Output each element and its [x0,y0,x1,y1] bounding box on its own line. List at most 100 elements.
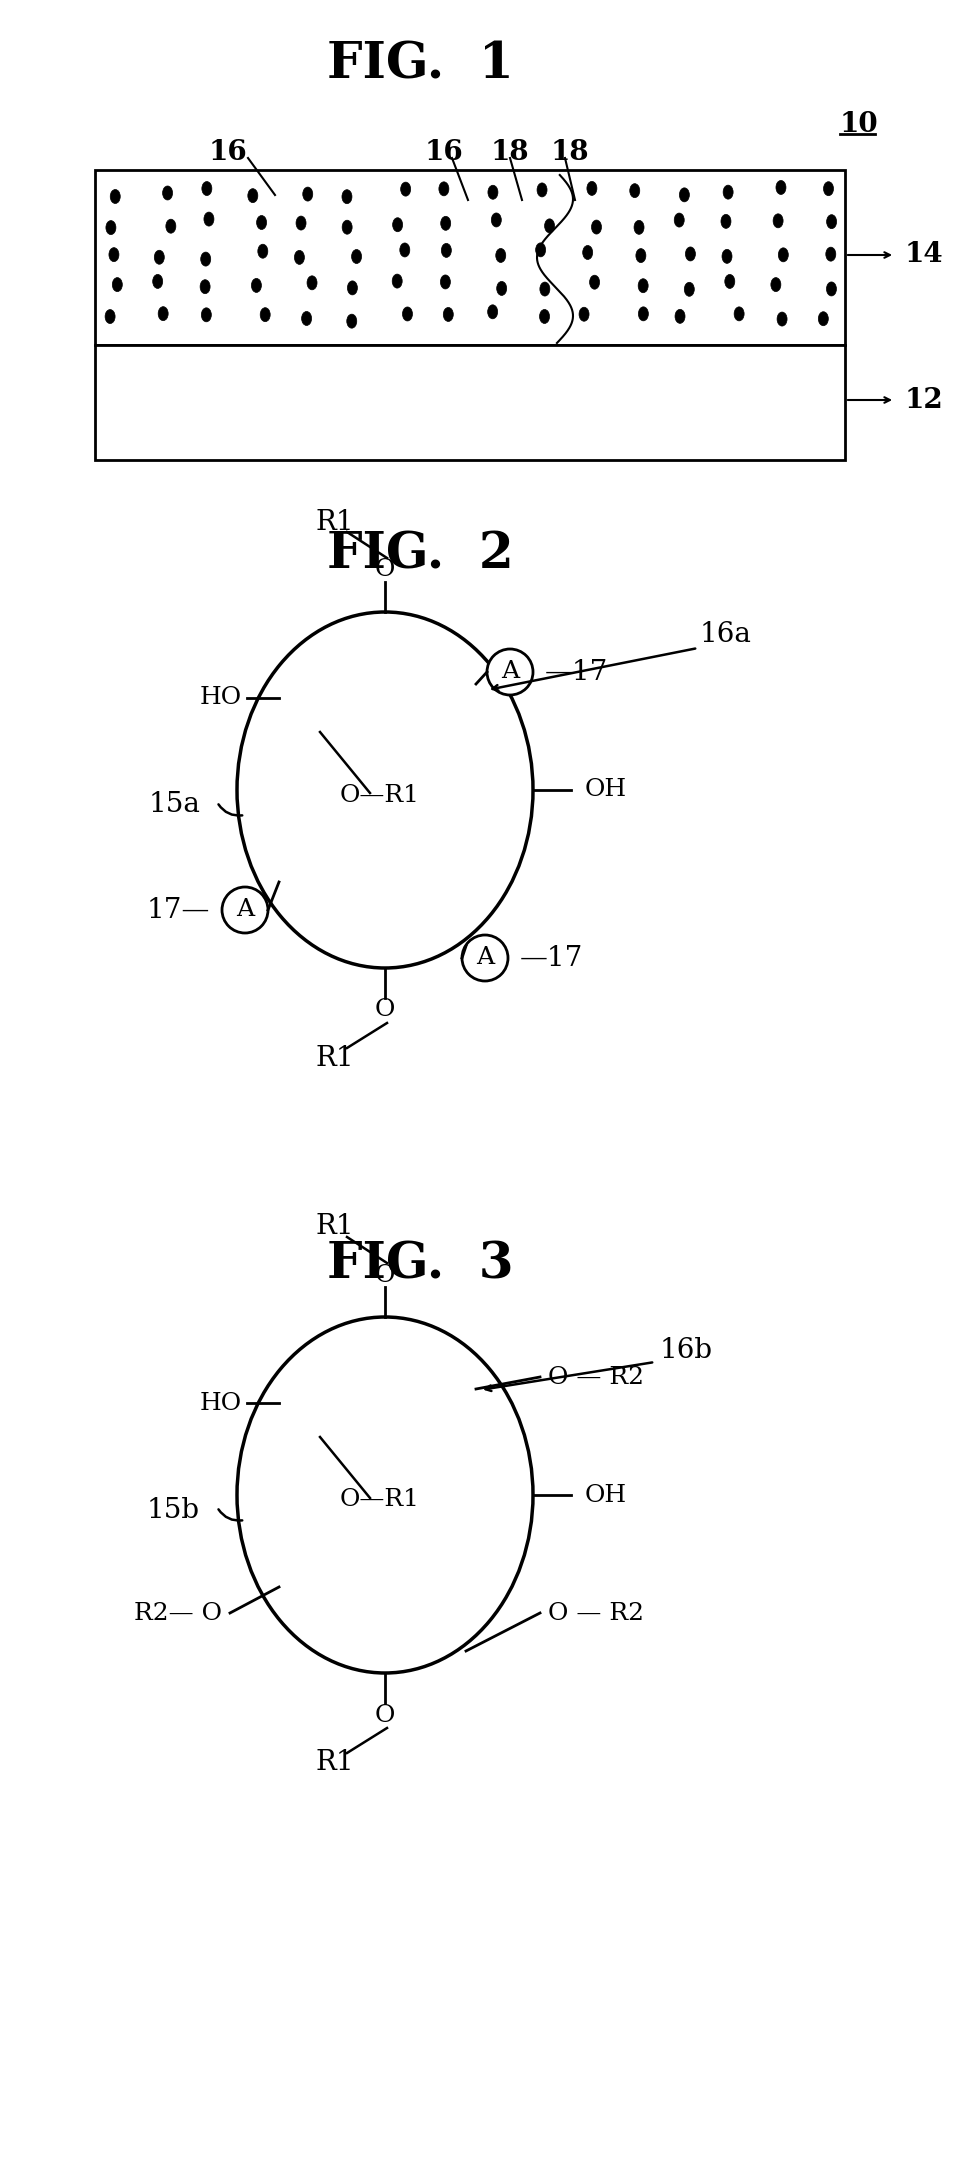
Ellipse shape [202,308,211,321]
Ellipse shape [778,247,788,262]
Ellipse shape [826,247,836,260]
Text: R1: R1 [316,1214,354,1240]
Ellipse shape [725,275,734,288]
Circle shape [222,887,268,932]
Ellipse shape [774,215,783,228]
Ellipse shape [488,184,498,199]
Text: O: O [374,1264,395,1286]
Ellipse shape [302,312,311,325]
Ellipse shape [722,249,732,262]
Ellipse shape [308,275,317,291]
Ellipse shape [393,273,402,288]
Ellipse shape [260,308,270,321]
Ellipse shape [823,182,834,195]
Ellipse shape [258,245,267,258]
Ellipse shape [105,310,116,323]
Ellipse shape [201,251,211,267]
Text: HO: HO [200,1392,242,1414]
Text: FIG.  3: FIG. 3 [327,1240,514,1290]
Ellipse shape [638,308,648,321]
Ellipse shape [439,182,449,195]
Ellipse shape [777,312,787,325]
Text: 12: 12 [905,386,944,414]
Ellipse shape [294,249,305,264]
Text: O—R1: O—R1 [340,1489,420,1511]
Ellipse shape [296,217,306,230]
Ellipse shape [497,282,507,295]
Text: OH: OH [585,778,627,802]
Text: 14: 14 [905,241,944,269]
Ellipse shape [440,275,451,288]
Ellipse shape [674,212,684,228]
Text: O: O [374,999,395,1021]
Ellipse shape [159,306,168,321]
Text: 16: 16 [208,139,247,167]
Text: —17: —17 [545,659,608,685]
Ellipse shape [162,186,173,199]
Ellipse shape [636,249,646,262]
Ellipse shape [351,249,362,264]
Text: 15a: 15a [148,791,200,820]
Text: O: O [374,1704,395,1726]
Text: OH: OH [585,1483,627,1507]
Ellipse shape [202,182,212,195]
Ellipse shape [257,215,266,230]
Ellipse shape [237,611,533,967]
Text: 10: 10 [840,111,879,139]
Circle shape [462,934,508,980]
Text: 16b: 16b [660,1335,713,1364]
Ellipse shape [113,278,122,293]
Ellipse shape [155,249,164,264]
Ellipse shape [721,215,731,228]
Bar [95,169,845,345]
Ellipse shape [109,247,119,262]
Ellipse shape [589,275,600,288]
Text: R1: R1 [316,1045,354,1071]
Ellipse shape [400,243,410,258]
Ellipse shape [675,310,685,323]
Text: A: A [236,898,254,921]
Ellipse shape [540,310,549,323]
Ellipse shape [491,212,501,228]
Ellipse shape [685,282,694,297]
Ellipse shape [348,282,357,295]
Ellipse shape [818,312,828,325]
Ellipse shape [629,184,640,197]
Ellipse shape [342,189,352,204]
Text: O — R2: O — R2 [548,1366,644,1388]
Ellipse shape [488,306,498,319]
Ellipse shape [303,186,312,202]
Text: R1: R1 [316,1750,354,1776]
Ellipse shape [110,189,120,204]
Ellipse shape [771,278,781,293]
Ellipse shape [686,247,695,260]
Ellipse shape [679,189,690,202]
Text: 17—: 17— [147,898,210,924]
Ellipse shape [237,1316,533,1674]
Ellipse shape [537,182,547,197]
Text: R2— O: R2— O [134,1602,222,1624]
Ellipse shape [540,282,550,297]
Ellipse shape [583,245,593,260]
Ellipse shape [496,249,506,262]
Ellipse shape [544,219,555,232]
Text: R1: R1 [316,509,354,535]
Ellipse shape [166,219,176,234]
Circle shape [487,648,533,696]
Ellipse shape [634,221,644,234]
Text: O—R1: O—R1 [340,783,420,806]
Text: HO: HO [200,687,242,709]
Ellipse shape [441,243,452,258]
Ellipse shape [153,275,162,288]
Ellipse shape [723,184,733,199]
Text: O — R2: O — R2 [548,1602,644,1624]
Text: FIG.  2: FIG. 2 [327,531,514,579]
Ellipse shape [393,217,403,232]
Ellipse shape [591,221,602,234]
Ellipse shape [342,221,352,234]
Text: 18: 18 [551,139,589,167]
Text: FIG.  1: FIG. 1 [327,41,514,89]
Text: A: A [476,947,494,969]
Text: O: O [374,559,395,581]
Text: —17: —17 [520,945,584,971]
